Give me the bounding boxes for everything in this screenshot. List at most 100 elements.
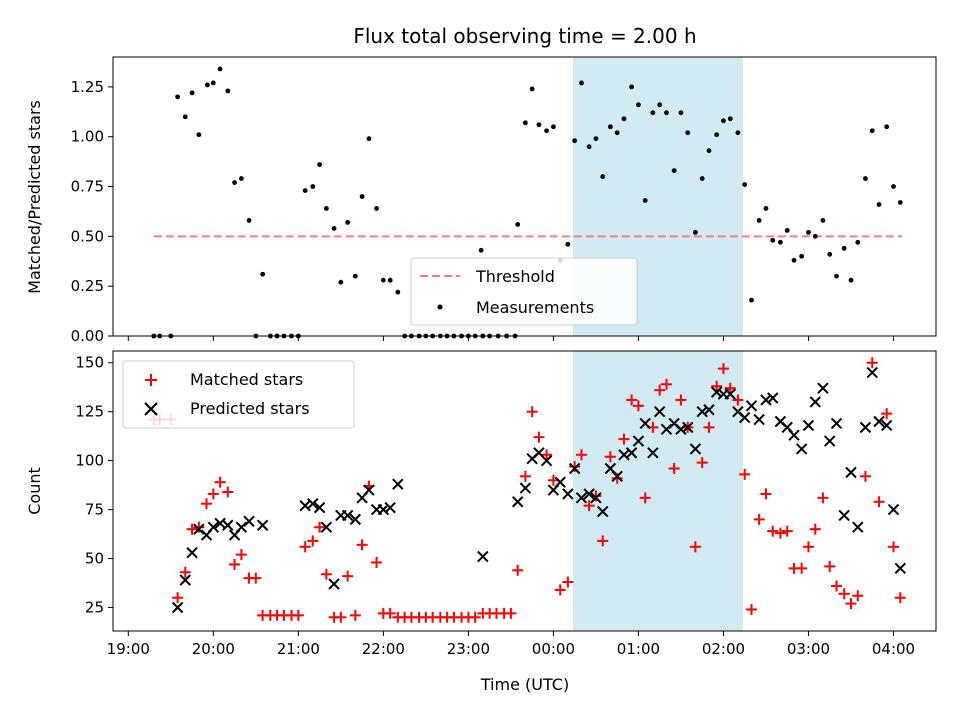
measurement-point bbox=[650, 110, 656, 116]
matched-star-point bbox=[711, 380, 723, 392]
measurement-point bbox=[876, 202, 882, 207]
matched-star-point bbox=[193, 521, 205, 533]
measurement-point bbox=[770, 237, 776, 243]
legend-measurements-label: Measurements bbox=[476, 298, 594, 317]
measurement-point bbox=[820, 218, 826, 223]
matched-star-point bbox=[753, 513, 765, 525]
predicted-star-point bbox=[590, 492, 602, 504]
matched-star-point bbox=[632, 400, 644, 412]
matched-star-point bbox=[724, 382, 736, 394]
matched-star-point bbox=[859, 470, 871, 482]
matched-star-point bbox=[469, 611, 481, 623]
measurement-point bbox=[210, 80, 216, 86]
measurement-point bbox=[565, 241, 571, 247]
measurement-points bbox=[151, 66, 903, 339]
predicted-star-point bbox=[540, 454, 553, 467]
measurement-point bbox=[863, 176, 868, 181]
measurement-point bbox=[395, 289, 401, 295]
measurement-point bbox=[621, 116, 627, 122]
matched-star-point bbox=[746, 603, 758, 615]
measurement-point bbox=[714, 132, 720, 138]
matched-star-point bbox=[314, 521, 326, 533]
predicted-star-point bbox=[639, 417, 651, 430]
bottom-y-axis-label: Count bbox=[25, 467, 44, 515]
predicted-star-point bbox=[632, 435, 645, 447]
measurement-point bbox=[387, 277, 393, 283]
predicted-star-point bbox=[193, 523, 205, 535]
predicted-star-point bbox=[675, 423, 687, 436]
measurement-point bbox=[352, 273, 358, 279]
predicted-star-point bbox=[753, 413, 765, 426]
predicted-star-point bbox=[696, 405, 708, 418]
measurement-point bbox=[721, 118, 726, 124]
matched-star-point bbox=[229, 558, 241, 570]
matched-star-point bbox=[809, 523, 821, 535]
measurement-point bbox=[182, 114, 188, 120]
matched-star-point bbox=[824, 560, 836, 572]
predicted-star-point bbox=[328, 578, 340, 590]
x-tick-label: 22:00 bbox=[362, 640, 405, 658]
matched-star-point bbox=[774, 527, 786, 539]
matched-star-point bbox=[881, 408, 893, 420]
top-legend: Threshold Measurements bbox=[410, 257, 638, 326]
measurement-point bbox=[827, 251, 833, 257]
predicted-star-point bbox=[611, 470, 623, 483]
measurement-point bbox=[196, 132, 202, 138]
measurement-point bbox=[727, 116, 733, 122]
measurement-point bbox=[536, 122, 542, 128]
matched-star-point bbox=[519, 470, 531, 482]
measurement-point bbox=[742, 182, 748, 187]
matched-star-point bbox=[384, 607, 396, 619]
matched-star-point bbox=[320, 568, 332, 580]
matched-star-point bbox=[604, 451, 616, 463]
matched-star-point bbox=[739, 468, 751, 480]
matched-star-point bbox=[250, 572, 262, 584]
x-tick-label: 04:00 bbox=[872, 640, 915, 658]
predicted-star-point bbox=[682, 421, 694, 434]
bottom-y-tick-label: 50 bbox=[85, 550, 104, 568]
measurement-point bbox=[763, 206, 769, 211]
measurement-point bbox=[204, 82, 210, 88]
measurement-point bbox=[848, 277, 854, 283]
predicted-star-point bbox=[788, 429, 800, 441]
predicted-star-point bbox=[809, 396, 821, 408]
x-tick-label: 19:00 bbox=[107, 640, 150, 658]
measurement-point bbox=[607, 124, 613, 130]
predicted-star-point bbox=[171, 601, 184, 614]
predicted-star-point bbox=[838, 509, 850, 522]
matched-star-point bbox=[356, 539, 368, 551]
measurement-point bbox=[806, 229, 811, 235]
matched-star-point bbox=[172, 592, 184, 604]
matched-star-point bbox=[866, 357, 878, 369]
measurement-point bbox=[629, 84, 635, 90]
matched-star-point bbox=[817, 492, 829, 504]
measurement-point bbox=[345, 220, 351, 225]
measurement-point bbox=[338, 279, 344, 285]
x-tick-label: 21:00 bbox=[277, 640, 320, 658]
matched-star-point bbox=[569, 461, 581, 473]
measurement-point bbox=[884, 124, 890, 130]
predicted-star-point bbox=[341, 509, 354, 522]
measurement-point bbox=[359, 194, 365, 199]
predicted-star-point bbox=[795, 443, 808, 455]
matched-star-point bbox=[618, 433, 630, 445]
matched-star-point bbox=[299, 541, 311, 553]
bottom-y-tick-label: 75 bbox=[85, 501, 104, 519]
matched-star-point bbox=[781, 525, 793, 537]
matched-star-point bbox=[222, 486, 234, 498]
matched-star-point bbox=[668, 462, 680, 474]
legend-predicted-swatch bbox=[144, 402, 158, 416]
measurement-point bbox=[600, 174, 606, 179]
predicted-star-point bbox=[384, 501, 396, 514]
bottom-y-tick-label: 25 bbox=[85, 599, 104, 617]
measurement-point bbox=[515, 222, 521, 227]
predicted-star-point bbox=[207, 521, 220, 533]
measurement-point bbox=[671, 168, 677, 173]
predicted-star-point bbox=[320, 521, 333, 533]
top-y-tick-label: 1.00 bbox=[71, 128, 104, 146]
measurement-point bbox=[189, 90, 195, 96]
measurement-point bbox=[664, 110, 669, 116]
predicted-star-point bbox=[873, 415, 885, 428]
matched-star-point bbox=[575, 449, 587, 461]
legend-threshold-label: Threshold bbox=[475, 267, 555, 286]
